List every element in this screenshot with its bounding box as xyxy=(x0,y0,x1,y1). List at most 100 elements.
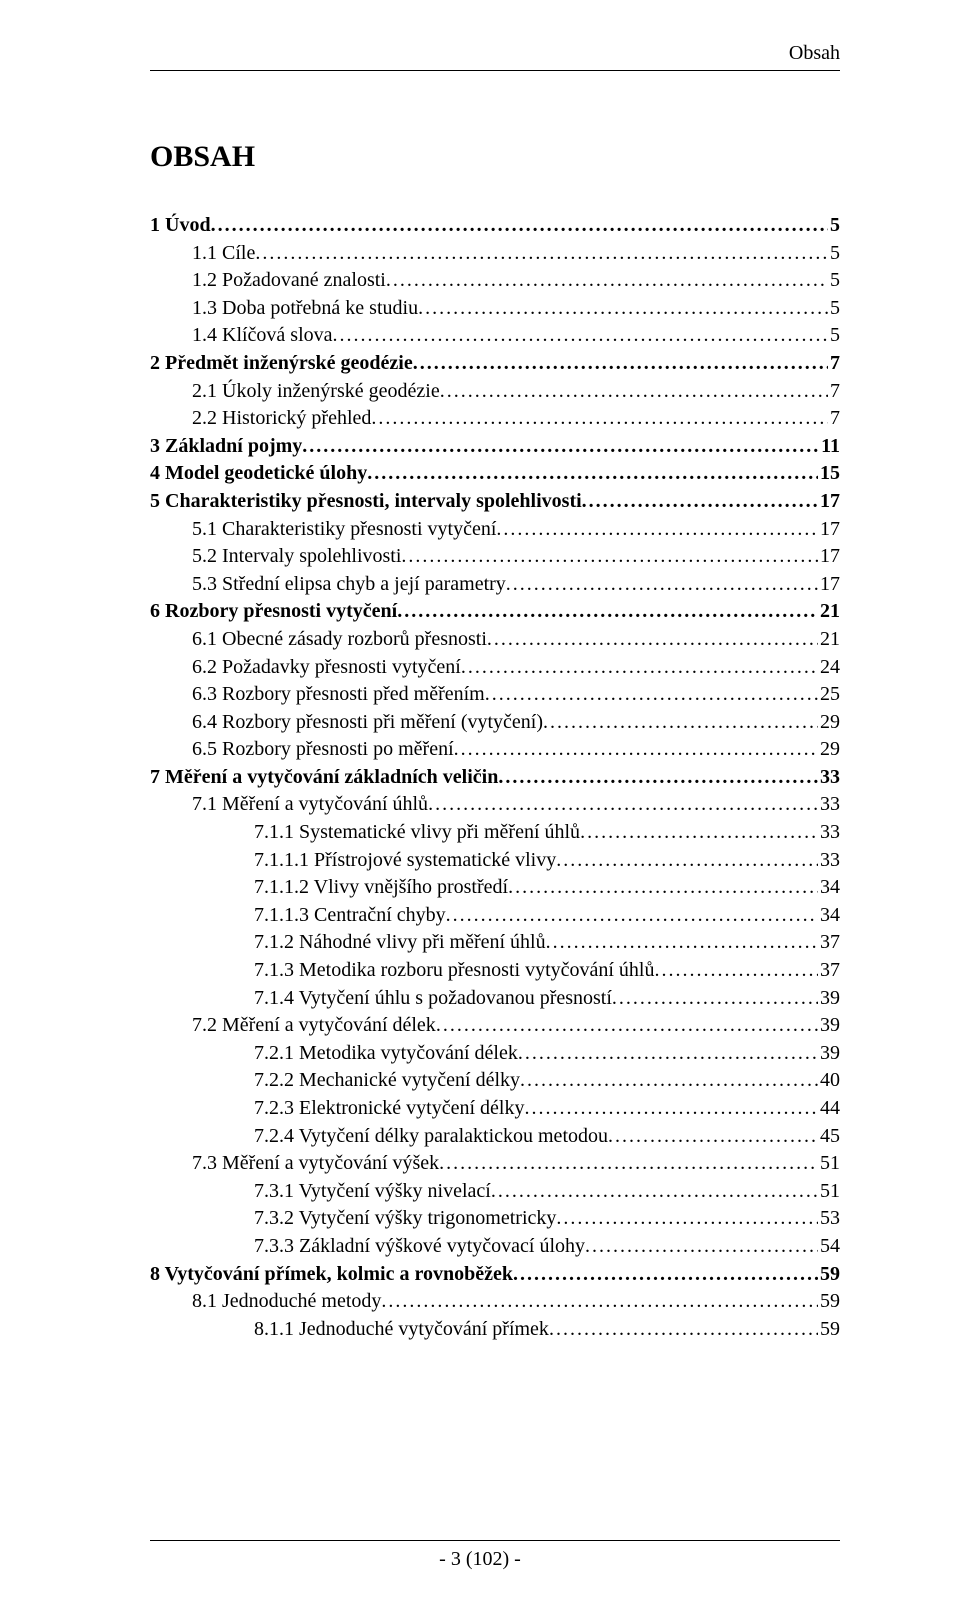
toc-entry: 7.1.1.3 Centrační chyby 34 xyxy=(150,902,840,930)
toc-entry-label: 6 Rozbory přesnosti vytyčení xyxy=(150,598,397,626)
toc-entry-label: 6.4 Rozbory přesnosti při měření (vytyče… xyxy=(192,709,543,737)
toc-entry-label: 7.1.1 Systematické vlivy při měření úhlů xyxy=(254,819,580,847)
toc-entry: 6.4 Rozbory přesnosti při měření (vytyče… xyxy=(150,709,840,737)
toc-entry-label: 5.2 Intervaly spolehlivosti xyxy=(192,543,401,571)
toc-entry: 6.5 Rozbory přesnosti po měření29 xyxy=(150,736,840,764)
toc-entry-label: 2 Předmět inženýrské geodézie xyxy=(150,350,413,378)
toc-entry: 7.3.3 Základní výškové vytyčovací úlohy5… xyxy=(150,1233,840,1261)
toc-entry-page: 17 xyxy=(818,516,840,544)
toc-entry: 5.2 Intervaly spolehlivosti 17 xyxy=(150,543,840,571)
toc-entry-label: 7.2.2 Mechanické vytyčení délky xyxy=(254,1067,520,1095)
toc-leader-dots xyxy=(418,295,828,323)
toc-leader-dots xyxy=(543,709,818,737)
toc-entry-page: 5 xyxy=(828,240,840,268)
toc-entry: 1.1 Cíle 5 xyxy=(150,240,840,268)
toc-entry-page: 7 xyxy=(828,350,840,378)
toc-entry-label: 7.1.3 Metodika rozboru přesnosti vytyčov… xyxy=(254,957,655,985)
toc-entry-label: 4 Model geodetické úlohy xyxy=(150,460,367,488)
toc-entry-label: 7.1.1.3 Centrační chyby xyxy=(254,902,446,930)
toc-leader-dots xyxy=(485,681,818,709)
toc-entry-label: 1.2 Požadované znalosti xyxy=(192,267,386,295)
toc-leader-dots xyxy=(491,1178,818,1206)
toc-entry-label: 6.3 Rozbory přesnosti před měřením xyxy=(192,681,485,709)
toc-entry: 8 Vytyčování přímek, kolmic a rovnoběžek… xyxy=(150,1261,840,1289)
toc-leader-dots xyxy=(582,488,818,516)
toc-entry-label: 2.2 Historický přehled xyxy=(192,405,371,433)
toc-leader-dots xyxy=(498,764,818,792)
toc-entry-page: 24 xyxy=(818,654,840,682)
toc-entry-label: 1.3 Doba potřebná ke studiu xyxy=(192,295,418,323)
toc-entry-page: 5 xyxy=(828,322,840,350)
toc-entry: 7.1.2 Náhodné vlivy při měření úhlů 37 xyxy=(150,929,840,957)
toc-leader-dots xyxy=(585,1233,818,1261)
toc-leader-dots xyxy=(446,902,818,930)
toc-entry: 7.1.1.1 Přístrojové systematické vlivy33 xyxy=(150,847,840,875)
toc-leader-dots xyxy=(506,571,818,599)
toc-entry: 7.2.3 Elektronické vytyčení délky 44 xyxy=(150,1095,840,1123)
toc-entry: 1.4 Klíčová slova 5 xyxy=(150,322,840,350)
toc-leader-dots xyxy=(413,350,828,378)
toc-entry-label: 7 Měření a vytyčování základních veličin xyxy=(150,764,498,792)
toc-entry: 7.2.4 Vytyčení délky paralaktickou metod… xyxy=(150,1123,840,1151)
toc-entry-page: 37 xyxy=(818,957,840,985)
toc-entry-page: 39 xyxy=(818,1040,840,1068)
toc-entry-label: 1.1 Cíle xyxy=(192,240,255,268)
toc-entry-label: 2.1 Úkoly inženýrské geodézie xyxy=(192,378,440,406)
toc-entry-label: 7.1.2 Náhodné vlivy při měření úhlů xyxy=(254,929,546,957)
toc-entry-page: 17 xyxy=(818,543,840,571)
toc-entry: 7.2.2 Mechanické vytyčení délky40 xyxy=(150,1067,840,1095)
toc-entry-page: 51 xyxy=(818,1178,840,1206)
toc-entry-label: 7.2.4 Vytyčení délky paralaktickou metod… xyxy=(254,1123,608,1151)
toc-entry-label: 7.2.3 Elektronické vytyčení délky xyxy=(254,1095,524,1123)
toc-leader-dots xyxy=(386,267,828,295)
toc-entry-page: 39 xyxy=(818,1012,840,1040)
toc-entry-page: 33 xyxy=(818,791,840,819)
toc-entry: 7.1.1 Systematické vlivy při měření úhlů… xyxy=(150,819,840,847)
toc-leader-dots xyxy=(371,405,828,433)
toc-leader-dots xyxy=(255,240,828,268)
toc-leader-dots xyxy=(333,322,828,350)
toc-entry-label: 7.1.4 Vytyčení úhlu s požadovanou přesno… xyxy=(254,985,612,1013)
toc-entry-label: 5 Charakteristiky přesnosti, intervaly s… xyxy=(150,488,582,516)
toc-entry-label: 7.2 Měření a vytyčování délek xyxy=(192,1012,436,1040)
toc-entry-page: 39 xyxy=(818,985,840,1013)
running-header: Obsah xyxy=(789,42,840,65)
toc-leader-dots xyxy=(302,433,819,461)
toc-entry: 7.1 Měření a vytyčování úhlů33 xyxy=(150,791,840,819)
toc-entry: 7.3.1 Vytyčení výšky nivelací 51 xyxy=(150,1178,840,1206)
toc-leader-dots xyxy=(428,791,818,819)
toc-entry-page: 21 xyxy=(818,598,840,626)
toc-leader-dots xyxy=(608,1123,818,1151)
toc-entry: 6.2 Požadavky přesnosti vytyčení 24 xyxy=(150,654,840,682)
toc-leader-dots xyxy=(580,819,818,847)
toc-leader-dots xyxy=(508,874,818,902)
toc-entry: 8.1.1 Jednoduché vytyčování přímek59 xyxy=(150,1316,840,1344)
toc-leader-dots xyxy=(487,626,818,654)
toc-leader-dots xyxy=(524,1095,818,1123)
toc-entry: 4 Model geodetické úlohy15 xyxy=(150,460,840,488)
toc-entry-label: 1.4 Klíčová slova xyxy=(192,322,333,350)
footer-rule xyxy=(150,1540,840,1541)
toc-entry-label: 5.1 Charakteristiky přesnosti vytyčení xyxy=(192,516,496,544)
toc-entry-page: 37 xyxy=(818,929,840,957)
toc-entry-label: 6.2 Požadavky přesnosti vytyčení xyxy=(192,654,461,682)
toc-entry-page: 44 xyxy=(818,1095,840,1123)
toc-entry-page: 33 xyxy=(818,819,840,847)
toc-entry-page: 53 xyxy=(818,1205,840,1233)
toc-entry-page: 59 xyxy=(818,1261,840,1289)
toc-entry-label: 7.1.1.1 Přístrojové systematické vlivy xyxy=(254,847,556,875)
toc-entry-label: 5.3 Střední elipsa chyb a její parametry xyxy=(192,571,506,599)
toc-entry-page: 59 xyxy=(818,1316,840,1344)
toc-leader-dots xyxy=(556,1205,818,1233)
toc-entry-page: 34 xyxy=(818,902,840,930)
toc-entry: 1.3 Doba potřebná ke studiu5 xyxy=(150,295,840,323)
toc-entry: 7.1.4 Vytyčení úhlu s požadovanou přesno… xyxy=(150,985,840,1013)
toc-leader-dots xyxy=(454,736,818,764)
toc-entry: 6.3 Rozbory přesnosti před měřením 25 xyxy=(150,681,840,709)
toc-leader-dots xyxy=(546,929,818,957)
toc-entry-page: 25 xyxy=(818,681,840,709)
toc-entry: 2.2 Historický přehled7 xyxy=(150,405,840,433)
toc-entry-label: 7.3.1 Vytyčení výšky nivelací xyxy=(254,1178,491,1206)
toc-entry: 5 Charakteristiky přesnosti, intervaly s… xyxy=(150,488,840,516)
toc-entry: 7.3 Měření a vytyčování výšek51 xyxy=(150,1150,840,1178)
